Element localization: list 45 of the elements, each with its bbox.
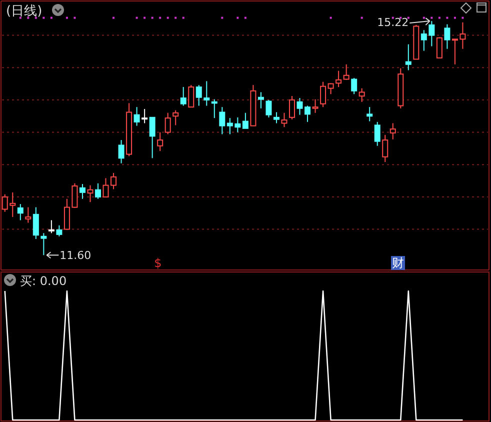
candlestick [118, 140, 124, 164]
annotation: 15.22 [377, 16, 409, 30]
candlestick [320, 81, 326, 108]
candlestick [134, 106, 140, 126]
candlestick [289, 96, 295, 120]
candlestick [172, 110, 179, 126]
candlestick [336, 70, 342, 88]
candlestick [358, 88, 365, 102]
candlestick [188, 84, 194, 108]
candlestick [312, 98, 318, 114]
candlestick [48, 220, 54, 234]
candlestick [32, 206, 39, 240]
annotation: $ [154, 256, 162, 270]
candlestick [366, 106, 373, 122]
candlestick [242, 112, 248, 129]
candlestick [180, 86, 186, 106]
candlestick [87, 184, 94, 203]
candlestick [164, 112, 171, 135]
chart-title: (日线) [6, 4, 42, 19]
annotation: 11.60 [60, 249, 92, 262]
candlestick [374, 121, 380, 146]
candlestick [382, 134, 388, 163]
candlestick [142, 108, 148, 124]
candlestick [149, 116, 156, 159]
candlestick [343, 64, 350, 80]
candlestick [390, 122, 396, 140]
candlestick [56, 224, 62, 237]
candlestick [17, 204, 24, 221]
candlestick [405, 44, 412, 71]
candlestick [351, 77, 358, 95]
candlestick [444, 24, 450, 50]
candlestick [281, 112, 288, 128]
candlestick [436, 36, 442, 58]
chart-title: 买: 0.00 [20, 274, 67, 288]
candlestick [157, 132, 164, 152]
candlestick [25, 206, 32, 224]
candlestick [219, 106, 226, 135]
candlestick [211, 98, 218, 119]
candlestick [95, 182, 101, 200]
candlestick [258, 92, 264, 109]
candlestick [273, 112, 280, 124]
candlestick [79, 184, 86, 200]
candlestick [40, 232, 47, 256]
candlestick [266, 99, 272, 118]
candlestick [328, 82, 334, 95]
